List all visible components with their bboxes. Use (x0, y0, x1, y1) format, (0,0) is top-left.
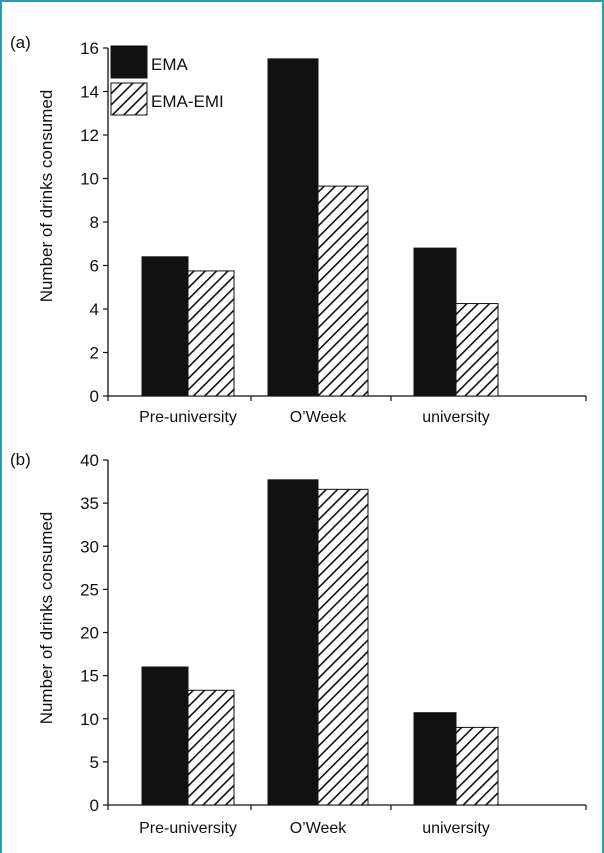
bar-ema-emi-pre-university (187, 689, 235, 806)
panel-label-b: (b) (10, 450, 31, 469)
y-ticks-b: 0 5 10 15 20 25 30 35 40 (80, 451, 587, 815)
bar-ema-emi-pre-university (187, 270, 235, 397)
y-axis-label-a: Number of drinks consumed (37, 90, 56, 303)
y-tick-label: 40 (80, 451, 99, 470)
y-tick-label: 25 (80, 580, 99, 599)
x-tick-label: Pre-university (139, 409, 237, 426)
legend-label-ema-emi: EMA-EMI (151, 92, 224, 111)
legend-swatch-ema-emi (110, 82, 148, 116)
bars-b (141, 479, 499, 806)
legend-swatch-ema (110, 45, 148, 79)
bar-ema-university (413, 247, 457, 397)
y-tick-label: 10 (80, 710, 99, 729)
bar-ema-pre-university (141, 256, 189, 397)
y-tick-label: 12 (80, 126, 99, 145)
y-tick-label: 4 (90, 300, 99, 319)
y-tick-label: 20 (80, 624, 99, 643)
y-axis-label-b: Number of drinks consumed (37, 512, 56, 725)
y-tick-label: 0 (90, 796, 99, 815)
bar-ema-pre-university (141, 666, 189, 806)
panel-a: (a) Number of drinks consumed 0 2 4 6 8 10 12 1… (10, 33, 587, 426)
bar-ema-emi-university (455, 726, 499, 806)
bar-ema-emi-o-week (317, 185, 369, 397)
bar-ema-o-week (267, 58, 319, 397)
x-tick-label: university (422, 820, 490, 837)
y-tick-label: 14 (80, 83, 99, 102)
x-tick-label: O’Week (290, 820, 348, 837)
legend: EMA EMA-EMI (110, 45, 224, 116)
bar-ema-emi-university (455, 303, 499, 397)
x-tick-label: Pre-university (139, 820, 237, 837)
bars-a (141, 58, 499, 397)
y-tick-label: 16 (80, 39, 99, 58)
x-tick-label: university (422, 409, 490, 426)
y-tick-label: 35 (80, 494, 99, 513)
x-tick-labels-b: Pre-university O’Week university (139, 820, 490, 837)
x-tick-labels-a: Pre-university O’Week university (139, 409, 490, 426)
x-tick-label: O’Week (290, 409, 348, 426)
y-ticks-a: 0 2 4 6 8 10 12 14 16 (80, 39, 587, 406)
y-tick-label: 15 (80, 667, 99, 686)
panel-label-a: (a) (10, 33, 31, 52)
bar-ema-o-week (267, 479, 319, 806)
bar-ema-emi-o-week (317, 488, 369, 806)
panel-b: (b) Number of drinks consumed 0 5 10 15 20 25… (10, 450, 587, 837)
y-tick-label: 10 (80, 170, 99, 189)
y-tick-label: 2 (90, 344, 99, 363)
legend-label-ema: EMA (151, 55, 189, 74)
y-tick-label: 0 (90, 387, 99, 406)
y-tick-label: 30 (80, 537, 99, 556)
y-tick-label: 6 (90, 257, 99, 276)
y-tick-label: 5 (90, 753, 99, 772)
bar-ema-university (413, 712, 457, 806)
y-tick-label: 8 (90, 213, 99, 232)
